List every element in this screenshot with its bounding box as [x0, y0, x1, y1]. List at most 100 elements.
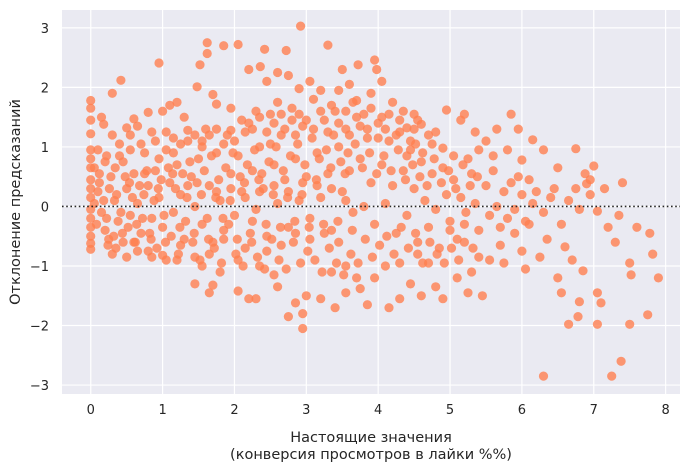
- data-point-203: [168, 207, 178, 217]
- data-point-449: [400, 175, 411, 185]
- x-tick-label-7: 7: [590, 403, 598, 418]
- data-point-429: [329, 130, 339, 140]
- data-point-369: [112, 190, 122, 200]
- data-point-344: [341, 106, 351, 116]
- data-point-385: [170, 184, 181, 194]
- data-point-159: [204, 288, 214, 298]
- data-point-207: [183, 136, 193, 146]
- data-point-261: [377, 160, 387, 170]
- data-point-360: [413, 115, 423, 125]
- data-point-422: [303, 246, 313, 256]
- data-point-153: [290, 298, 301, 308]
- data-point-489: [226, 184, 236, 194]
- data-point-367: [104, 184, 114, 194]
- data-point-99: [592, 206, 603, 216]
- data-point-395: [206, 151, 217, 161]
- data-point-318: [183, 125, 193, 135]
- data-point-410: [260, 264, 270, 274]
- data-point-113: [517, 246, 527, 256]
- data-point-23: [122, 123, 132, 133]
- data-point-419: [293, 139, 303, 149]
- data-point-470: [93, 145, 103, 155]
- data-point-192: [129, 169, 139, 179]
- data-point-481: [168, 148, 178, 158]
- data-point-312: [136, 139, 146, 149]
- data-point-536: [311, 175, 321, 185]
- data-point-538: [326, 163, 336, 173]
- data-point-365: [99, 195, 109, 206]
- data-point-459: [436, 178, 446, 188]
- data-point-492: [247, 216, 257, 226]
- data-point-66: [441, 105, 452, 115]
- data-point-118: [574, 297, 585, 307]
- data-point-521: [204, 234, 214, 244]
- data-point-60: [366, 88, 376, 98]
- data-point-343: [334, 118, 344, 128]
- data-point-420: [296, 258, 306, 268]
- data-point-508: [110, 163, 120, 173]
- data-point-163: [298, 323, 308, 334]
- data-point-176: [341, 261, 351, 271]
- data-point-74: [528, 135, 538, 145]
- data-point-20: [116, 75, 126, 85]
- data-point-268: [402, 210, 412, 220]
- data-point-376: [137, 213, 148, 223]
- data-point-355: [391, 130, 401, 140]
- data-point-353: [380, 124, 390, 134]
- data-point-128: [616, 356, 626, 366]
- data-point-334: [280, 124, 290, 134]
- data-point-453: [415, 172, 425, 182]
- data-point-276: [431, 204, 441, 214]
- data-point-326: [237, 115, 247, 125]
- data-point-490: [233, 255, 243, 265]
- data-point-468: [468, 243, 478, 253]
- x-tick-label-4: 4: [374, 403, 382, 418]
- data-point-485: [197, 142, 207, 152]
- data-point-310: [125, 130, 135, 140]
- data-point-311: [132, 121, 143, 131]
- data-point-184: [96, 207, 107, 217]
- data-point-406: [245, 228, 255, 238]
- data-point-480: [161, 255, 171, 265]
- data-point-72: [506, 109, 516, 119]
- data-point-430: [331, 258, 342, 268]
- data-point-411: [264, 157, 274, 167]
- data-point-208: [186, 172, 196, 182]
- data-point-132: [485, 255, 495, 265]
- data-point-297: [513, 172, 523, 182]
- data-point-40: [353, 60, 363, 70]
- data-point-149: [316, 294, 326, 304]
- data-point-469: [472, 172, 482, 182]
- data-point-270: [409, 184, 419, 194]
- data-point-154: [273, 282, 283, 292]
- data-point-524: [225, 195, 235, 206]
- y-axis-ticks: −3 −2 −1 0 1 2 3: [30, 22, 49, 394]
- data-point-210: [193, 154, 204, 164]
- data-point-279: [441, 190, 452, 200]
- data-point-31: [244, 64, 254, 75]
- data-point-92: [599, 184, 610, 194]
- data-point-158: [190, 279, 200, 289]
- data-point-32: [255, 62, 265, 72]
- data-point-37: [296, 21, 306, 31]
- data-point-511: [132, 219, 142, 229]
- data-point-86: [538, 145, 549, 155]
- data-point-431: [336, 157, 346, 167]
- data-point-19: [107, 88, 117, 98]
- data-point-370: [116, 207, 126, 217]
- data-point-73: [513, 124, 523, 134]
- data-point-483: [183, 181, 193, 191]
- y-tick-label-1: −2: [30, 320, 49, 335]
- data-point-271: [413, 237, 423, 247]
- data-point-366: [102, 213, 112, 223]
- data-point-438: [360, 234, 370, 244]
- data-point-259: [370, 219, 380, 229]
- data-point-120: [564, 319, 574, 329]
- data-point-194: [136, 228, 146, 238]
- data-point-209: [190, 201, 200, 212]
- data-point-111: [626, 270, 636, 280]
- data-point-17: [99, 119, 109, 129]
- data-point-255: [355, 154, 365, 164]
- data-point-337: [294, 109, 304, 119]
- data-point-393: [199, 166, 209, 176]
